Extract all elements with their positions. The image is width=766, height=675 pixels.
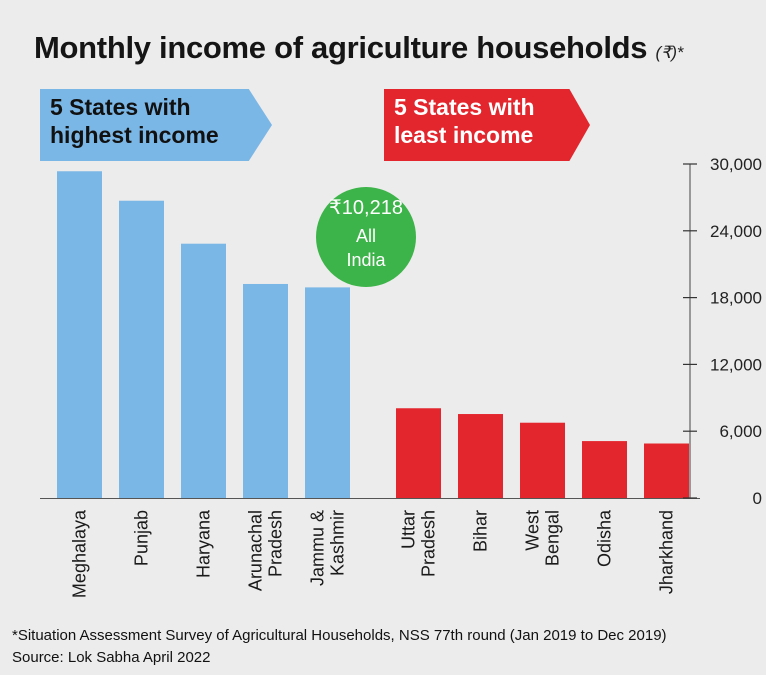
x-tick-label: Pradesh	[419, 510, 439, 577]
bar-chart: 30,000 24,000 18,000 12,000 6,000 0 Meghalaya P…	[40, 155, 762, 598]
banner-least-income: 5 States with least income	[384, 89, 590, 161]
x-tick-label: Haryana	[194, 509, 214, 578]
y-tick-label: 0	[753, 489, 762, 508]
x-tick-label: Pradesh	[266, 510, 286, 577]
y-tick-label: 30,000	[710, 155, 762, 174]
x-tick-label: Odisha	[595, 509, 615, 567]
all-india-label: All	[356, 226, 376, 246]
x-tick-label: Punjab	[132, 510, 152, 566]
x-tick-label: Bengal	[543, 510, 563, 566]
chart-title-text: Monthly income of agriculture households	[34, 30, 648, 65]
bar-meghalaya	[57, 171, 102, 499]
y-tick-label: 24,000	[710, 222, 762, 241]
bar-odisha	[582, 441, 627, 498]
chart-title: Monthly income of agriculture households…	[34, 30, 683, 66]
y-tick-label: 12,000	[710, 355, 762, 374]
x-tick-label: Meghalaya	[70, 509, 90, 598]
all-india-label: India	[346, 250, 386, 270]
footnote-survey: *Situation Assessment Survey of Agricult…	[12, 627, 667, 644]
bar-uttar-pradesh	[396, 408, 441, 498]
bar-punjab	[119, 200, 164, 498]
all-india-value: ₹10,218	[329, 197, 403, 219]
x-tick-label: Kashmir	[328, 510, 348, 576]
x-tick-label: Arunachal	[246, 510, 266, 591]
x-tick-label: West	[523, 510, 543, 551]
bar-bihar	[458, 414, 503, 498]
footnote-source: Source: Lok Sabha April 2022	[12, 649, 211, 666]
all-india-badge	[316, 187, 416, 287]
y-tick-label: 18,000	[710, 289, 762, 308]
x-tick-label: Jammu &	[308, 510, 328, 586]
x-tick-label: Bihar	[471, 510, 491, 552]
bar-jammu-kashmir	[305, 287, 350, 498]
x-tick-label: Jharkhand	[657, 510, 677, 594]
bar-haryana	[181, 243, 226, 498]
bar-arunachal-pradesh	[243, 283, 288, 498]
y-tick-label: 6,000	[719, 422, 762, 441]
chart-title-unit: (₹)*	[655, 43, 684, 62]
bar-jharkhand	[644, 443, 689, 498]
bar-west-bengal	[520, 422, 565, 498]
banner-highest-income: 5 States with highest income	[40, 89, 272, 161]
x-tick-label: Uttar	[399, 510, 419, 549]
